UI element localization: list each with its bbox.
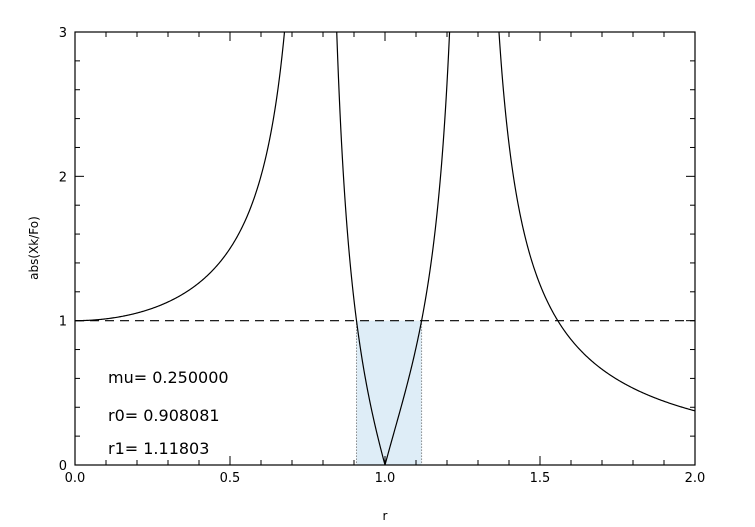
y-tick-label: 2 (59, 170, 67, 185)
x-tick-label: 0.0 (65, 471, 86, 486)
series-0-curve-segment-2 (494, 0, 695, 411)
y-tick-label: 0 (59, 459, 67, 474)
annotation-r1: r1= 1.11803 (108, 439, 209, 458)
y-tick-label: 3 (59, 26, 67, 41)
series-0-curve-segment-0 (75, 0, 290, 321)
x-axis-label: r (383, 509, 388, 523)
y-tick-label: 1 (59, 315, 67, 330)
x-tick-label: 0.5 (220, 471, 241, 486)
annotation-mu: mu= 0.250000 (108, 368, 229, 387)
x-tick-label: 1.5 (530, 471, 551, 486)
annotation-r0: r0= 0.908081 (108, 406, 220, 425)
x-tick-label: 2.0 (685, 471, 706, 486)
shaded-region (357, 321, 422, 465)
x-tick-label: 1.0 (375, 471, 396, 486)
y-axis-label: abs(Xk/Fo) (27, 216, 41, 280)
